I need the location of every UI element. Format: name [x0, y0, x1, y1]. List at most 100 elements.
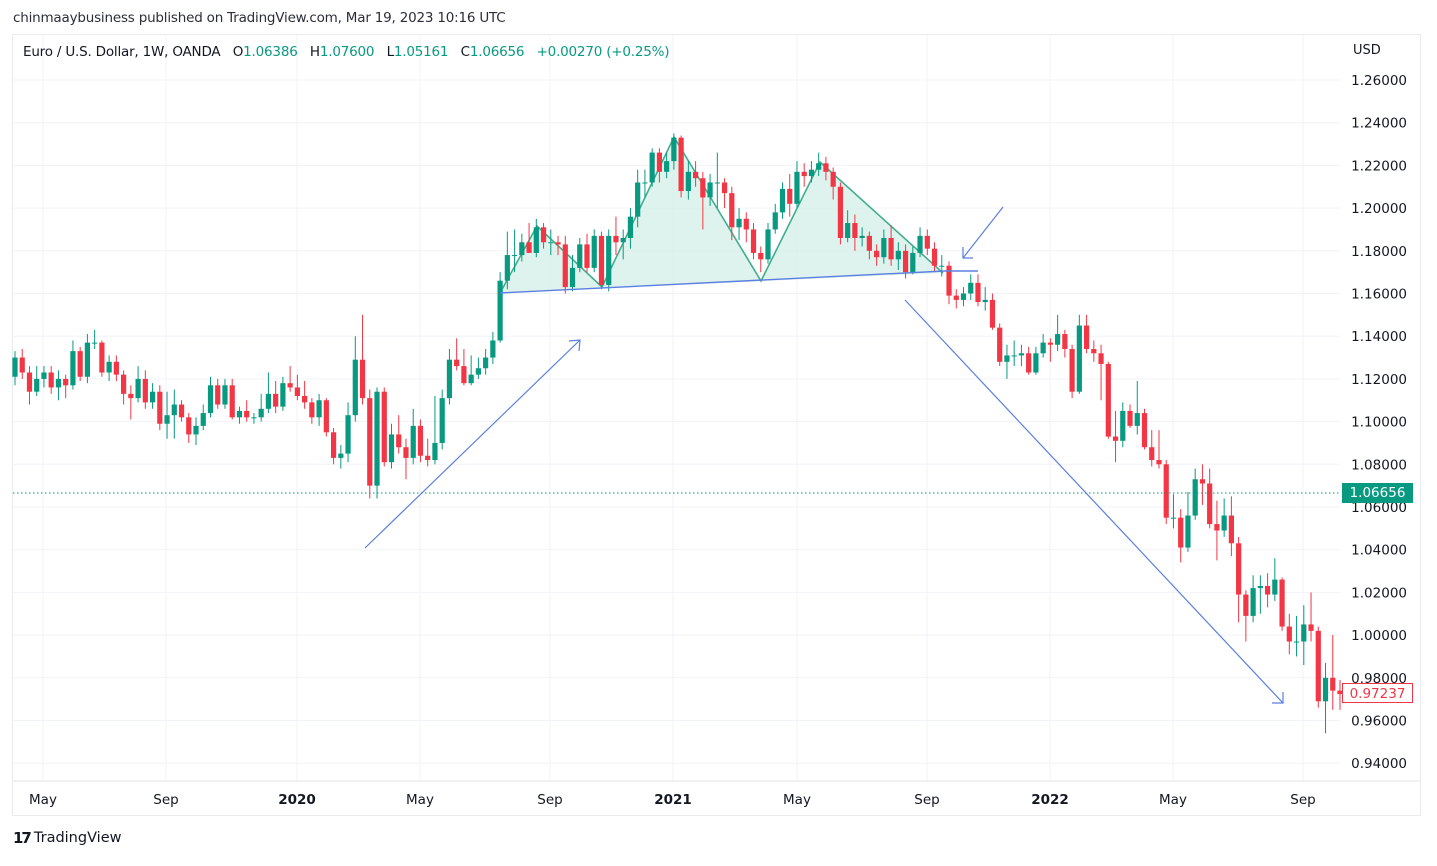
- candle[interactable]: [215, 378, 221, 409]
- candle[interactable]: [309, 398, 315, 424]
- candle[interactable]: [779, 182, 786, 219]
- candle[interactable]: [888, 225, 894, 266]
- candle[interactable]: [34, 366, 40, 396]
- candle[interactable]: [960, 287, 967, 307]
- candle[interactable]: [1250, 575, 1256, 623]
- candle[interactable]: [396, 415, 402, 454]
- candle[interactable]: [425, 438, 431, 467]
- candle[interactable]: [178, 400, 185, 422]
- candle[interactable]: [1236, 536, 1242, 623]
- candle[interactable]: [316, 393, 322, 426]
- candle[interactable]: [866, 231, 872, 260]
- candle[interactable]: [1083, 314, 1090, 354]
- candle[interactable]: [236, 406, 243, 424]
- candle[interactable]: [881, 229, 887, 264]
- candle[interactable]: [483, 349, 489, 375]
- candle[interactable]: [106, 355, 112, 382]
- candle[interactable]: [287, 366, 293, 392]
- candle[interactable]: [707, 173, 713, 206]
- candle[interactable]: [1185, 492, 1191, 552]
- candle[interactable]: [1004, 344, 1010, 379]
- candle[interactable]: [714, 152, 720, 209]
- candle[interactable]: [1286, 613, 1292, 655]
- candle[interactable]: [685, 161, 691, 200]
- candle[interactable]: [504, 231, 510, 290]
- candle[interactable]: [1120, 402, 1126, 448]
- candle[interactable]: [736, 208, 742, 241]
- candle[interactable]: [794, 161, 800, 209]
- candle[interactable]: [765, 223, 771, 264]
- candle[interactable]: [526, 223, 532, 253]
- candle[interactable]: [787, 173, 793, 217]
- candle[interactable]: [540, 223, 547, 249]
- candle[interactable]: [678, 135, 684, 198]
- candle[interactable]: [388, 423, 395, 469]
- candle[interactable]: [1199, 464, 1206, 505]
- candle[interactable]: [55, 370, 62, 401]
- candle[interactable]: [490, 331, 496, 364]
- candle[interactable]: [1156, 430, 1162, 469]
- candle[interactable]: [1214, 500, 1220, 561]
- candle[interactable]: [548, 229, 554, 256]
- candle[interactable]: [823, 156, 829, 181]
- candle[interactable]: [1069, 344, 1075, 399]
- candle[interactable]: [859, 227, 865, 247]
- candle[interactable]: [1018, 344, 1025, 367]
- candle[interactable]: [649, 148, 655, 187]
- candle[interactable]: [801, 163, 807, 187]
- candle[interactable]: [772, 203, 778, 234]
- candle[interactable]: [1105, 361, 1111, 439]
- candle[interactable]: [92, 329, 98, 350]
- candle[interactable]: [1076, 314, 1082, 394]
- candle[interactable]: [26, 366, 33, 405]
- candle[interactable]: [1228, 496, 1234, 557]
- candle[interactable]: [910, 246, 916, 275]
- candle[interactable]: [845, 210, 851, 243]
- candle[interactable]: [1055, 314, 1061, 352]
- candle[interactable]: [403, 438, 409, 480]
- candle[interactable]: [620, 229, 626, 260]
- candle[interactable]: [1011, 340, 1017, 367]
- candle[interactable]: [113, 355, 119, 382]
- candle[interactable]: [1308, 592, 1314, 642]
- candle[interactable]: [142, 370, 148, 409]
- candle[interactable]: [946, 261, 952, 305]
- candle[interactable]: [157, 385, 163, 431]
- candle[interactable]: [171, 389, 177, 439]
- candle[interactable]: [454, 338, 460, 371]
- time-axis[interactable]: May Sep 2020 May Sep 2021 May Sep 2022 May Sep: [29, 792, 1316, 808]
- candle[interactable]: [12, 351, 18, 386]
- candle[interactable]: [562, 235, 568, 294]
- downtrend-arrow[interactable]: [904, 299, 1284, 704]
- candle[interactable]: [627, 208, 634, 249]
- candle[interactable]: [273, 381, 279, 414]
- candle[interactable]: [671, 133, 677, 170]
- candle[interactable]: [164, 391, 170, 439]
- candle[interactable]: [265, 372, 272, 414]
- candle[interactable]: [381, 387, 387, 467]
- candle[interactable]: [446, 349, 453, 405]
- candle[interactable]: [330, 428, 337, 465]
- candle[interactable]: [1178, 509, 1184, 563]
- candle[interactable]: [598, 231, 605, 290]
- candle[interactable]: [338, 445, 344, 469]
- candle[interactable]: [41, 366, 47, 388]
- candle[interactable]: [852, 214, 858, 251]
- candle[interactable]: [323, 398, 329, 437]
- candle[interactable]: [758, 246, 764, 273]
- candle[interactable]: [1322, 662, 1329, 734]
- candle[interactable]: [555, 235, 561, 256]
- candle[interactable]: [642, 169, 648, 198]
- candle[interactable]: [1026, 346, 1032, 375]
- candle[interactable]: [664, 152, 670, 179]
- candle[interactable]: [1243, 590, 1249, 642]
- candle[interactable]: [207, 376, 214, 418]
- candle[interactable]: [700, 171, 706, 230]
- candle[interactable]: [135, 366, 141, 403]
- candle[interactable]: [352, 336, 358, 422]
- candle[interactable]: [439, 389, 445, 450]
- candle[interactable]: [895, 242, 901, 271]
- candle[interactable]: [1192, 468, 1198, 520]
- neckline[interactable]: [499, 270, 946, 294]
- candle[interactable]: [121, 370, 127, 405]
